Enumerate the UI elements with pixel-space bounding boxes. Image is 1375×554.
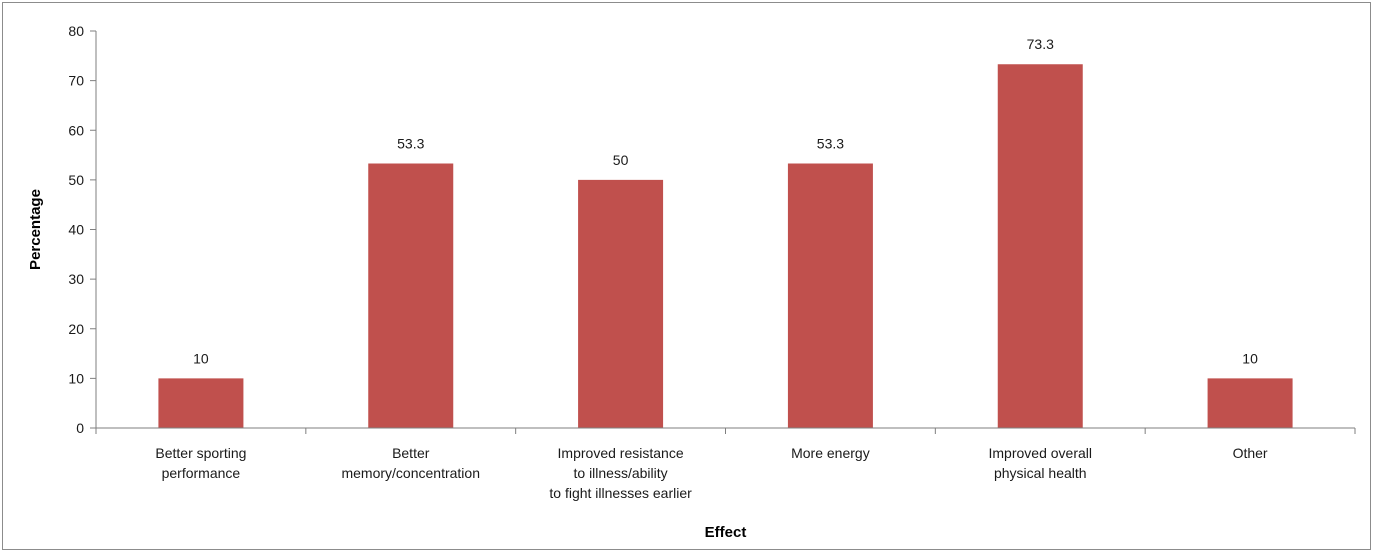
- x-tick-label: Improved resistance to illness/ability to …: [549, 445, 692, 501]
- bar: [368, 163, 454, 428]
- bar: [787, 163, 873, 428]
- y-tick-label: 60: [68, 122, 84, 138]
- y-tick-label: 80: [68, 23, 84, 39]
- x-tick-label: Improved overall physical health: [989, 445, 1093, 481]
- bar: [1207, 378, 1293, 428]
- bar: [578, 179, 664, 428]
- data-label: 10: [1242, 350, 1258, 366]
- data-label: 50: [613, 152, 629, 168]
- y-tick-label: 20: [68, 321, 84, 337]
- x-tick-label: More energy: [791, 445, 870, 461]
- data-label: 53.3: [817, 135, 844, 151]
- data-label: 73.3: [1027, 36, 1054, 52]
- bar: [997, 64, 1083, 428]
- x-tick-label: Other: [1233, 445, 1268, 461]
- x-axis-title: Effect: [705, 524, 747, 541]
- x-axis-ticks: Better sporting performance Better memory/c…: [95, 428, 1356, 501]
- y-tick-label: 50: [68, 172, 84, 188]
- data-label: 53.3: [397, 135, 424, 151]
- y-axis-title: Percentage: [27, 189, 44, 270]
- y-tick-label: 10: [68, 370, 84, 386]
- y-tick-label: 0: [76, 420, 84, 436]
- bars: 10 53.3 50 53.3 73.3 10: [158, 36, 1293, 428]
- y-axis-ticks: 0 10 20 30 40 50 60 70 80: [68, 23, 96, 436]
- data-label: 10: [193, 350, 209, 366]
- x-tick-label: Better memory/concentration: [341, 445, 480, 481]
- y-tick-label: 70: [68, 73, 84, 89]
- x-tick-label: Better sporting performance: [155, 445, 246, 481]
- bar: [158, 378, 244, 428]
- axes: [95, 31, 1355, 429]
- y-tick-label: 30: [68, 271, 84, 287]
- y-tick-label: 40: [68, 222, 84, 238]
